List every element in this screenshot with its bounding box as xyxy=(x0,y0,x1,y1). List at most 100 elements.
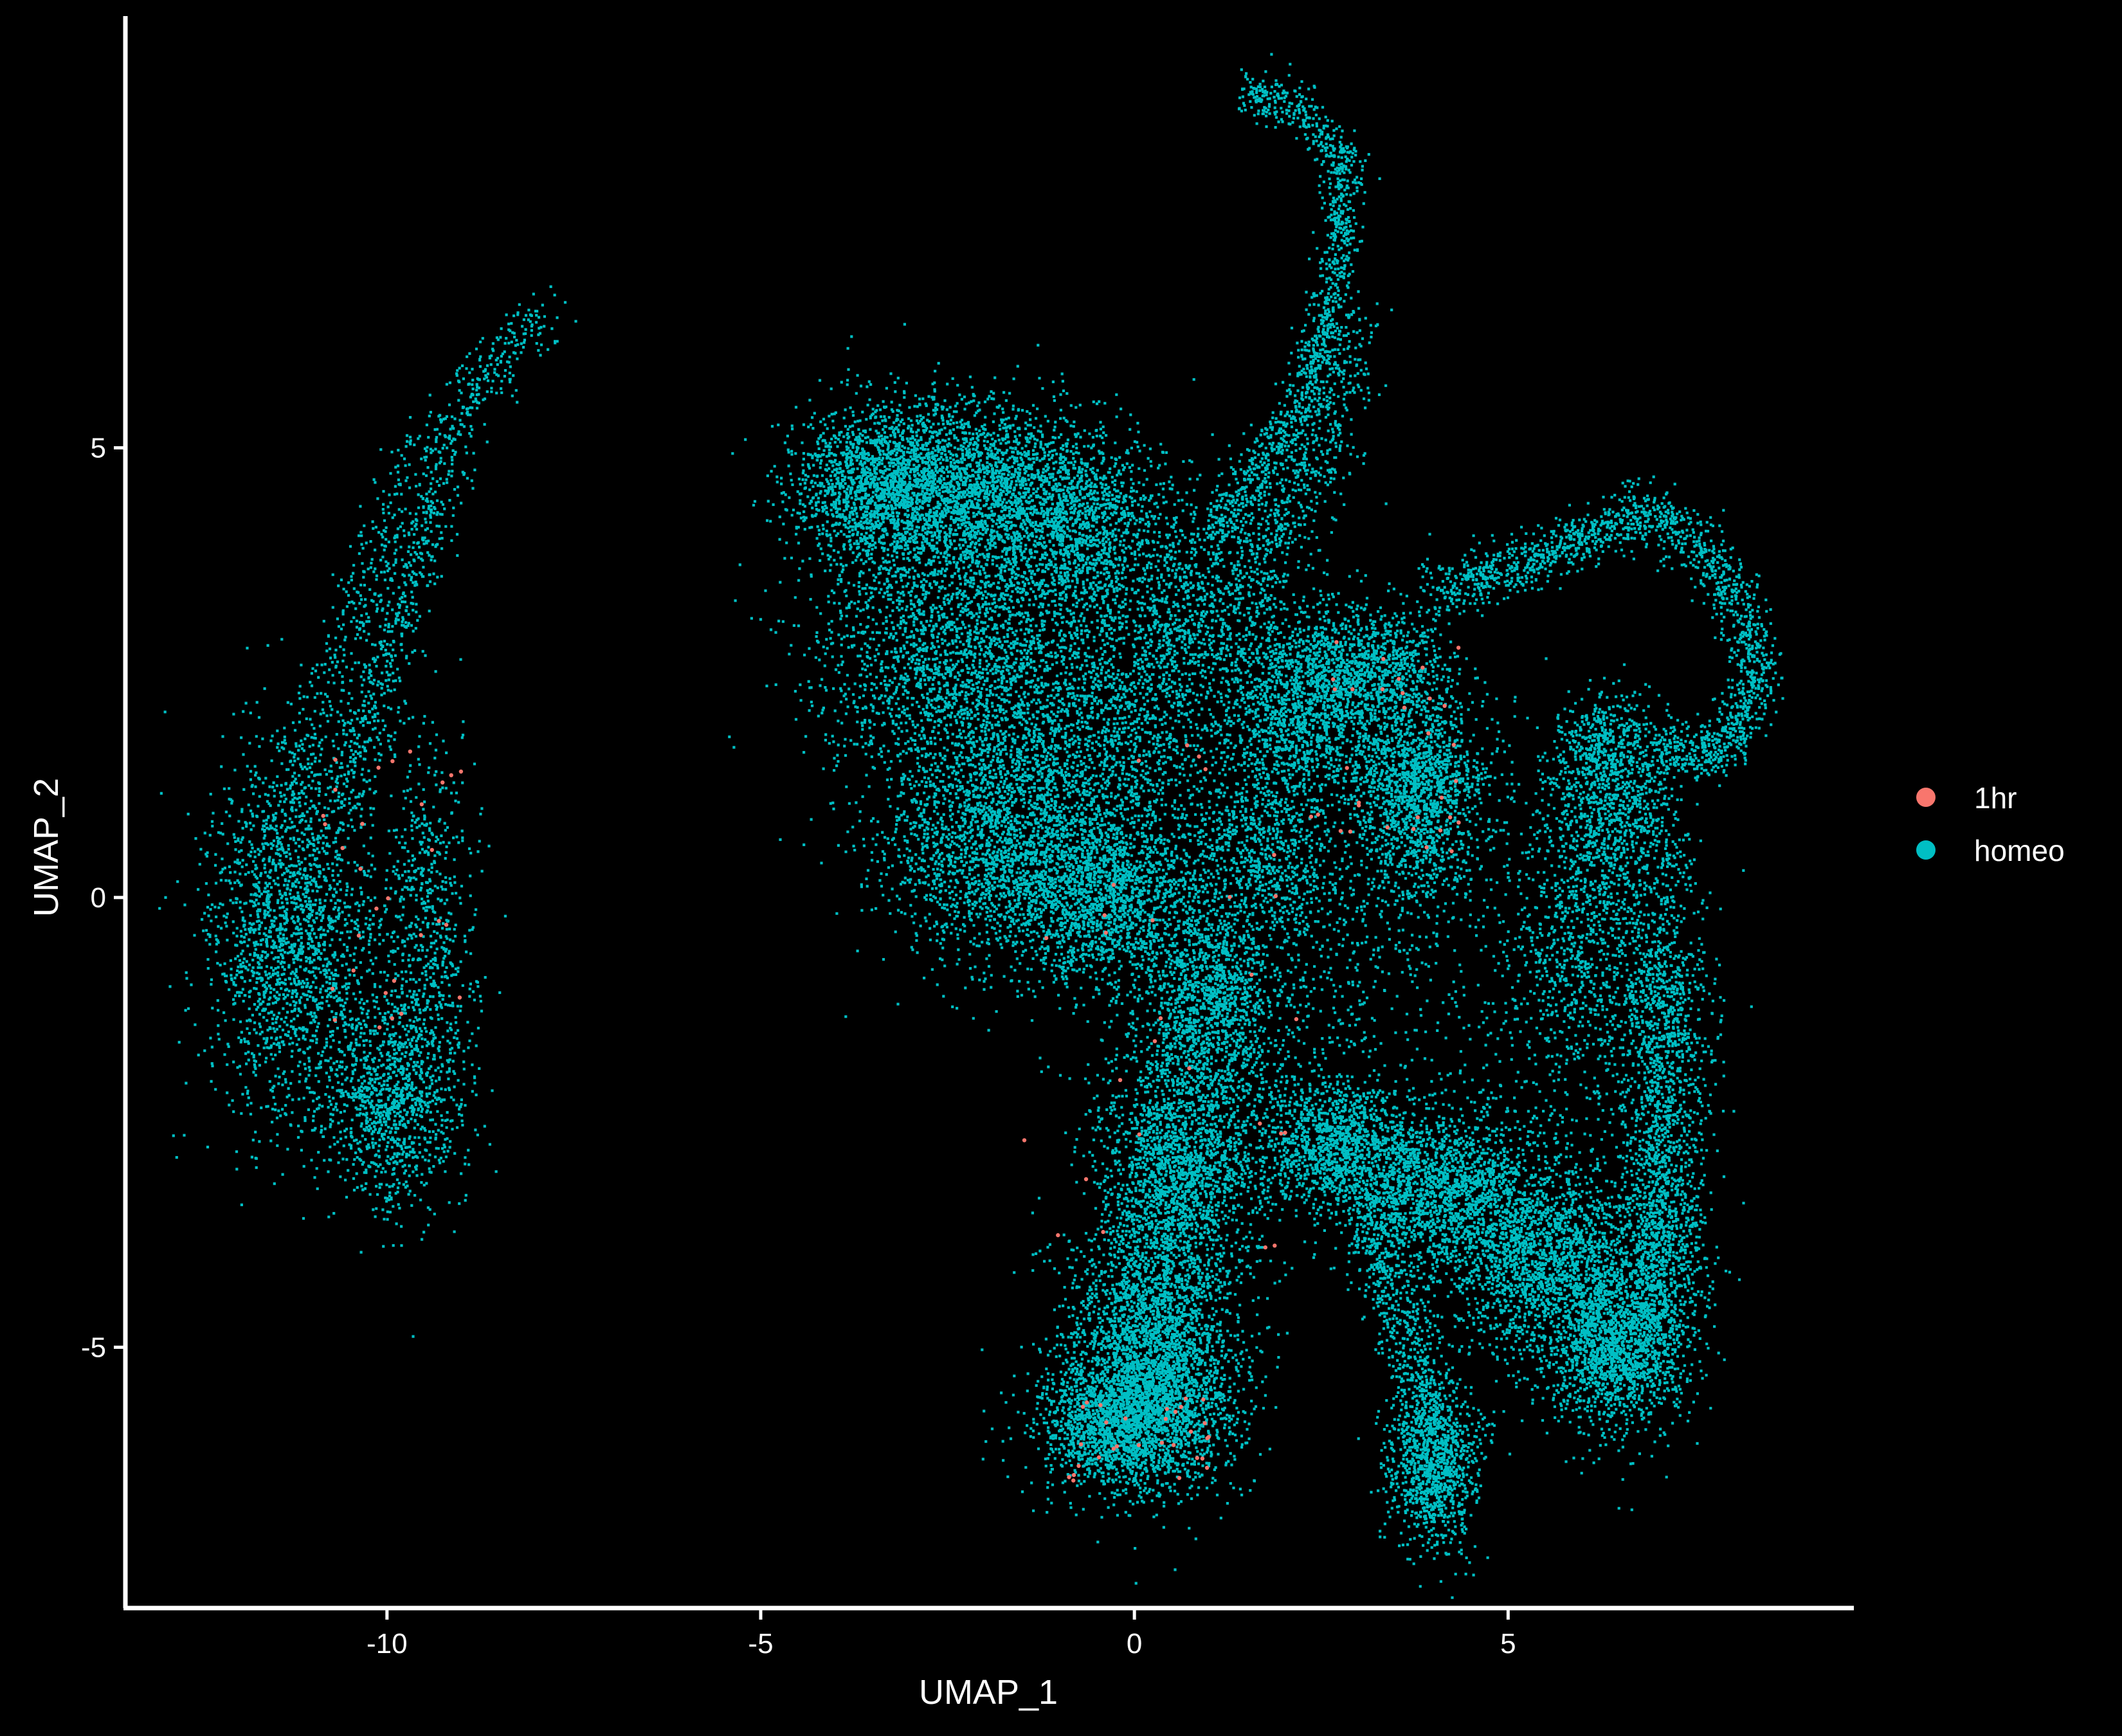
point-1hr xyxy=(1165,1407,1169,1411)
point-1hr xyxy=(1159,1440,1165,1445)
point-1hr xyxy=(440,780,445,785)
point-1hr xyxy=(1152,1039,1157,1044)
point-1hr xyxy=(1334,640,1339,644)
point-1hr xyxy=(1338,829,1343,833)
point-1hr xyxy=(419,933,423,937)
point-1hr xyxy=(1420,665,1425,670)
point-1hr xyxy=(1067,1475,1071,1479)
point-1hr xyxy=(321,813,325,818)
point-1hr xyxy=(1357,803,1361,808)
point-1hr xyxy=(340,845,345,851)
point-1hr xyxy=(1348,829,1353,834)
point-1hr xyxy=(1401,691,1405,696)
point-1hr xyxy=(1195,1456,1199,1460)
point-1hr xyxy=(1111,883,1116,887)
point-1hr xyxy=(1332,687,1337,692)
y-tick-label: -5 xyxy=(81,1332,106,1363)
series-1hr-points xyxy=(321,640,1461,1483)
point-1hr xyxy=(1273,894,1278,898)
x-tick-label: 5 xyxy=(1500,1628,1516,1659)
point-1hr xyxy=(1179,1404,1183,1409)
point-1hr xyxy=(1103,930,1109,935)
point-1hr xyxy=(1249,972,1254,977)
point-1hr xyxy=(1294,1017,1299,1022)
point-1hr xyxy=(1205,1436,1210,1440)
point-1hr xyxy=(1439,795,1444,800)
point-1hr xyxy=(1102,913,1107,918)
point-1hr xyxy=(390,759,395,764)
point-1hr xyxy=(1273,1243,1277,1248)
point-1hr xyxy=(1084,1177,1089,1182)
point-1hr xyxy=(1385,825,1390,830)
point-1hr xyxy=(1415,815,1420,820)
point-1hr xyxy=(408,749,412,754)
point-1hr xyxy=(1071,1472,1076,1478)
x-axis-ticks: -10 -5 0 5 xyxy=(367,1608,1516,1659)
point-1hr xyxy=(1283,1130,1287,1135)
point-1hr xyxy=(374,906,379,911)
point-1hr xyxy=(1426,731,1431,736)
legend-label-homeo: homeo xyxy=(1974,834,2065,867)
point-1hr xyxy=(419,802,424,807)
point-1hr xyxy=(449,773,453,777)
point-1hr xyxy=(1101,1229,1105,1234)
point-1hr xyxy=(1456,820,1461,825)
point-1hr xyxy=(1263,1245,1268,1250)
point-1hr xyxy=(1330,677,1336,682)
point-1hr xyxy=(1316,812,1320,817)
point-1hr xyxy=(351,968,356,973)
point-1hr xyxy=(1449,849,1454,854)
point-1hr xyxy=(1438,828,1443,833)
y-tick-label: 0 xyxy=(91,882,106,914)
point-1hr xyxy=(1177,1476,1182,1480)
point-1hr xyxy=(1076,1463,1081,1469)
point-1hr xyxy=(386,896,390,901)
point-1hr xyxy=(376,765,381,770)
point-1hr xyxy=(1381,656,1386,662)
y-tick-label: 5 xyxy=(91,432,106,464)
x-axis-title: UMAP_1 xyxy=(919,1673,1058,1712)
point-1hr xyxy=(458,769,464,774)
point-1hr xyxy=(430,847,434,853)
point-1hr xyxy=(1402,705,1407,710)
legend: 1hr homeo xyxy=(1916,781,2065,867)
point-1hr xyxy=(1171,1443,1176,1447)
point-1hr xyxy=(1345,766,1349,770)
point-1hr xyxy=(1447,815,1453,820)
point-1hr xyxy=(1114,1444,1120,1449)
point-1hr xyxy=(1204,1465,1210,1470)
point-1hr xyxy=(1454,779,1458,784)
point-1hr xyxy=(323,822,327,827)
point-1hr xyxy=(1380,687,1385,692)
series-homeo-points xyxy=(158,53,1784,1599)
point-1hr xyxy=(1163,1416,1168,1421)
point-1hr xyxy=(1085,1400,1089,1405)
point-1hr xyxy=(1411,827,1416,831)
point-1hr xyxy=(1200,1456,1205,1461)
point-1hr xyxy=(1080,1404,1085,1409)
point-1hr xyxy=(360,822,365,826)
point-1hr xyxy=(1202,1421,1207,1425)
point-1hr xyxy=(1123,1416,1128,1421)
point-1hr xyxy=(1187,1066,1192,1071)
point-1hr xyxy=(1158,1016,1163,1020)
point-1hr xyxy=(1272,853,1276,857)
point-1hr xyxy=(1424,845,1429,850)
point-1hr xyxy=(1044,936,1049,941)
y-axis-ticks: -5 0 5 xyxy=(81,432,125,1363)
point-1hr xyxy=(1428,696,1432,701)
point-1hr xyxy=(377,1025,382,1030)
point-1hr xyxy=(356,933,361,938)
point-1hr xyxy=(1136,758,1141,763)
point-1hr xyxy=(1397,676,1401,682)
point-1hr xyxy=(444,923,449,927)
point-1hr xyxy=(1451,743,1456,747)
point-1hr xyxy=(332,1018,337,1022)
homeo-point-cloud xyxy=(158,53,1784,1599)
point-1hr xyxy=(1350,687,1355,692)
point-1hr xyxy=(1442,703,1447,709)
point-1hr xyxy=(1111,1447,1116,1451)
point-1hr xyxy=(1201,1397,1206,1402)
point-1hr xyxy=(1136,1443,1141,1447)
